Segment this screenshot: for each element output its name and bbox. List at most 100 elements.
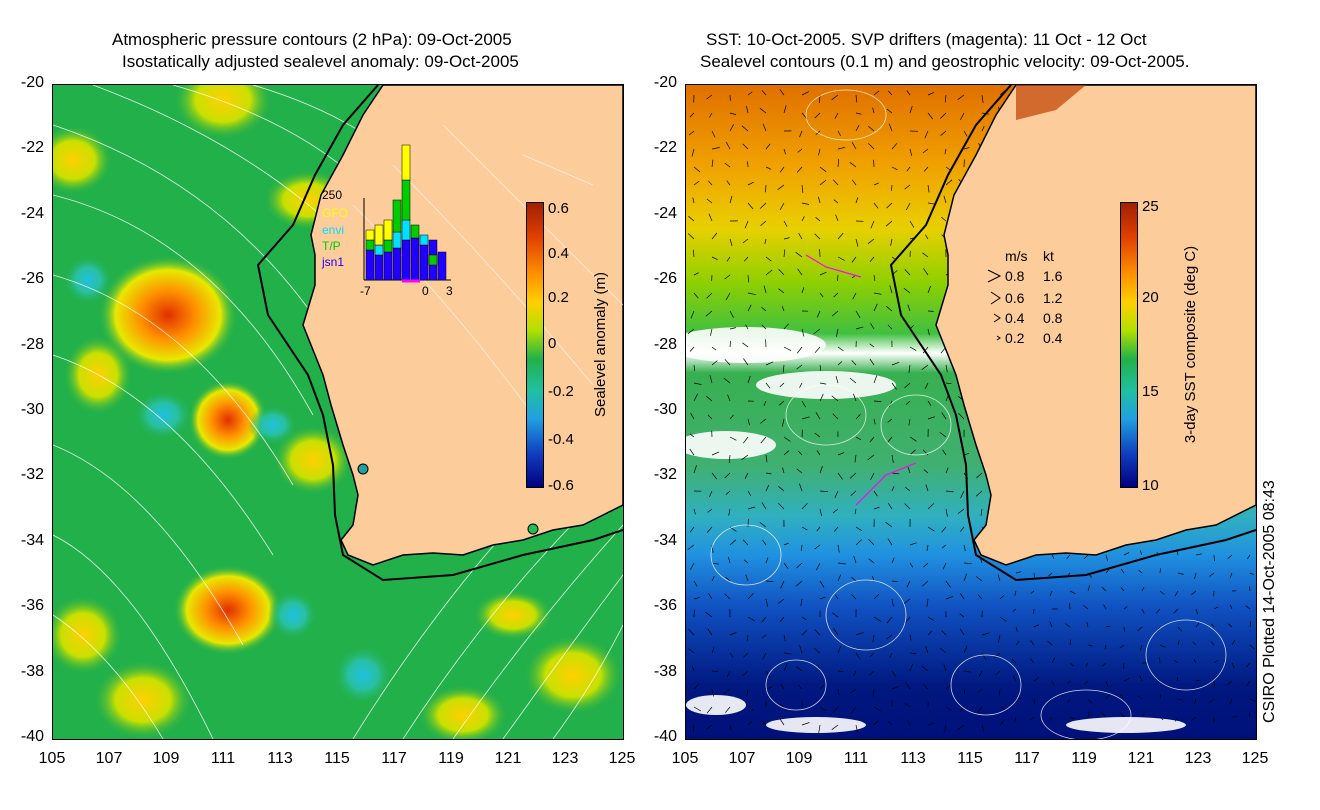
right-lon-tick: 109 bbox=[785, 750, 813, 767]
satellite-histogram-inset: 250 GFO envi T/P jsn1 -7 0 3 bbox=[316, 140, 461, 300]
velocity-arrow bbox=[747, 593, 754, 600]
velocity-arrow bbox=[1191, 716, 1197, 721]
credit-text: CSIRO Plotted 14-Oct-2005 08:43 bbox=[1261, 480, 1278, 723]
velocity-arrow bbox=[855, 539, 863, 546]
right-lat-tick: -20 bbox=[653, 74, 677, 91]
velocity-arrow bbox=[690, 310, 695, 319]
left-colorbar-tick: 0 bbox=[548, 335, 557, 352]
velocity-arrow bbox=[797, 684, 803, 690]
velocity-arrow bbox=[796, 468, 803, 474]
velocity-arrow bbox=[885, 305, 893, 312]
velocity-arrow bbox=[921, 364, 929, 370]
velocity-arrow bbox=[957, 508, 965, 514]
velocity-arrow bbox=[1229, 604, 1233, 610]
velocity-arrow bbox=[905, 487, 911, 492]
velocity-arrow bbox=[939, 112, 947, 119]
velocity-arrow bbox=[855, 724, 858, 733]
left-lon-tick: 109 bbox=[152, 750, 180, 767]
velocity-arrow bbox=[909, 542, 917, 546]
velocity-arrow bbox=[852, 292, 857, 300]
velocity-arrow bbox=[887, 538, 893, 546]
velocity-arrow bbox=[1155, 608, 1161, 614]
velocity-arrow bbox=[872, 688, 875, 697]
velocity-arrow bbox=[706, 94, 713, 100]
velocity-arrow bbox=[765, 184, 767, 193]
velocity-arrow bbox=[891, 685, 900, 690]
land-warm-sst bbox=[1016, 85, 1086, 120]
velocity-arrow bbox=[941, 216, 947, 222]
histogram-xlabel-max: 3 bbox=[446, 284, 453, 298]
velocity-arrow bbox=[941, 544, 947, 549]
velocity-arrow bbox=[799, 483, 803, 492]
velocity-arrow bbox=[849, 377, 857, 384]
left-lon-tick: 113 bbox=[267, 750, 293, 767]
velocity-arrow bbox=[796, 166, 803, 173]
velocity-arrow bbox=[832, 508, 839, 514]
velocity-arrow bbox=[909, 652, 917, 654]
velocity-arrow bbox=[711, 562, 720, 565]
velocity-arrow bbox=[729, 238, 733, 247]
velocity-arrow bbox=[764, 238, 767, 245]
left-lon-tick: 105 bbox=[38, 750, 66, 767]
velocity-arrow bbox=[1227, 680, 1233, 686]
velocity-arrow bbox=[1137, 695, 1143, 700]
right-lat-tick: -36 bbox=[653, 597, 677, 615]
velocity-arrow bbox=[729, 652, 734, 658]
velocity-arrow bbox=[873, 616, 881, 622]
velocity-arrow bbox=[1120, 694, 1125, 700]
velocity-arrow bbox=[869, 436, 875, 443]
velocity-arrow bbox=[725, 141, 731, 150]
velocity-arrow bbox=[693, 597, 700, 600]
velocity-arrow bbox=[855, 632, 864, 636]
left-lat-tick: -28 bbox=[20, 335, 44, 353]
velocity-arrow bbox=[944, 724, 947, 733]
velocity-arrow bbox=[762, 539, 767, 546]
right-lon-tick: 107 bbox=[728, 750, 756, 767]
velocity-arrow bbox=[711, 451, 720, 456]
velocity-arrow bbox=[801, 629, 808, 636]
velocity-arrow bbox=[1141, 608, 1145, 614]
velocity-arrow bbox=[959, 628, 965, 636]
velocity-arrow bbox=[887, 436, 893, 443]
velocity-arrow bbox=[927, 526, 935, 532]
velocity-arrow bbox=[707, 414, 713, 420]
velocity-arrow bbox=[981, 632, 990, 636]
velocity-arrow bbox=[795, 251, 803, 258]
left-colorbar-tick: -0.6 bbox=[548, 477, 574, 494]
velocity-arrow bbox=[795, 580, 803, 587]
velocity-arrow bbox=[873, 202, 879, 209]
velocity-arrow bbox=[832, 612, 839, 618]
left-lon-tick: 125 bbox=[608, 750, 636, 767]
velocity-arrow bbox=[777, 184, 785, 190]
velocity-arrow bbox=[693, 580, 698, 587]
velocity-arrow bbox=[837, 645, 842, 654]
velocity-arrow bbox=[1029, 716, 1035, 721]
velocity-arrow bbox=[837, 232, 844, 240]
left-lat-tick: -20 bbox=[20, 74, 44, 91]
velocity-arrow bbox=[711, 670, 719, 672]
velocity-arrow bbox=[855, 526, 862, 531]
right-colorbar bbox=[1120, 202, 1138, 488]
velocity-arrow bbox=[1067, 698, 1071, 703]
left-lat-tick: -22 bbox=[20, 139, 44, 157]
velocity-arrow bbox=[1105, 554, 1109, 561]
velocity-arrow bbox=[689, 448, 695, 456]
velocity-arrow bbox=[783, 450, 790, 456]
velocity-arrow bbox=[849, 688, 857, 694]
velocity-arrow bbox=[923, 268, 929, 276]
right-lon-tick: 123 bbox=[1184, 750, 1212, 767]
sst-cloud-gaps bbox=[686, 327, 1186, 733]
velocity-arrow bbox=[814, 629, 821, 636]
velocity-arrow bbox=[945, 179, 953, 186]
velocity-arrow bbox=[891, 580, 899, 583]
velocity-arrow bbox=[710, 328, 713, 336]
velocity-arrow bbox=[687, 328, 695, 334]
velocity-arrow bbox=[1083, 554, 1089, 560]
velocity-arrow bbox=[1120, 568, 1125, 574]
velocity-arrow bbox=[837, 574, 842, 582]
velocity-arrow bbox=[761, 634, 767, 639]
velocity-arrow bbox=[801, 216, 805, 222]
velocity-arrow bbox=[837, 256, 845, 261]
velocity-arrow bbox=[837, 688, 840, 696]
velocity-arrow bbox=[819, 508, 822, 516]
